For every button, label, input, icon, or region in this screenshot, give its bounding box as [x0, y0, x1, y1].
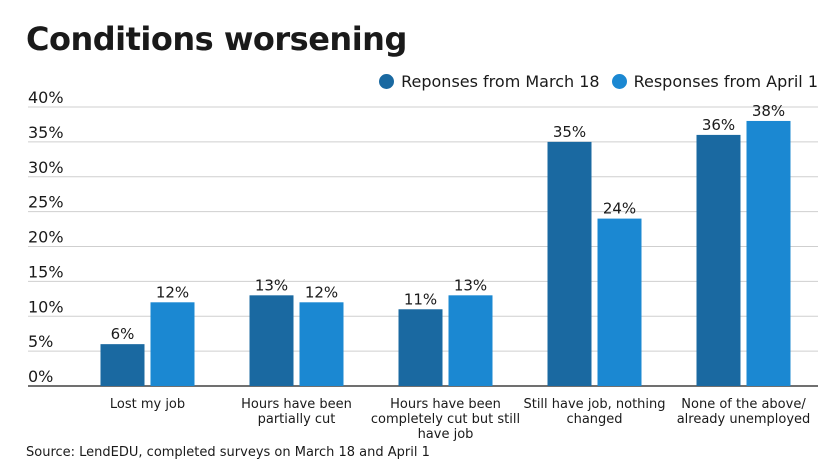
data-label: 38% — [752, 102, 785, 120]
x-tick-label-line: None of the above/ — [681, 397, 806, 412]
x-tick-label: None of the above/already unemployed — [677, 397, 811, 427]
x-tick-label: Lost my job — [110, 397, 185, 412]
data-label: 24% — [603, 200, 636, 218]
x-tick-label: Hours have been partially cut — [241, 397, 352, 427]
data-label: 12% — [305, 283, 338, 301]
bar — [249, 295, 294, 386]
y-tick-label: 15% — [28, 262, 64, 281]
y-tick-label: 20% — [28, 228, 64, 247]
legend-item-april-1: Responses from April 1 — [611, 72, 818, 91]
y-tick-label: 0% — [28, 367, 53, 386]
data-label: 13% — [255, 276, 288, 294]
data-label: 35% — [553, 123, 586, 141]
bar — [150, 302, 195, 386]
y-tick-label: 5% — [28, 332, 53, 351]
legend-swatch-april-1 — [611, 74, 627, 89]
x-tick-label-line: Hours have been — [241, 397, 352, 412]
data-label: 11% — [404, 290, 437, 308]
y-tick-label: 10% — [28, 297, 64, 316]
data-label: 36% — [702, 116, 735, 134]
bar — [100, 344, 145, 386]
x-tick-label-line: Hours have been — [390, 397, 501, 412]
y-tick-label: 35% — [28, 123, 64, 142]
bar — [746, 120, 791, 386]
x-tick-label-line: completely cut but still — [371, 412, 520, 427]
x-tick-label-line: already unemployed — [677, 412, 811, 427]
x-tick-label-line: Still have job, nothing — [523, 397, 665, 412]
data-label: 13% — [454, 276, 487, 294]
legend-label-april-1: Responses from April 1 — [633, 72, 818, 91]
x-tick-label-line: have job — [418, 427, 474, 442]
x-tick-label-line: changed — [566, 412, 622, 427]
x-tick-label-line: partially cut — [258, 412, 336, 427]
legend-label-march-18: Reponses from March 18 — [401, 72, 600, 91]
legend-item-march-18: Reponses from March 18 — [379, 72, 600, 91]
x-tick-label: Hours have been completely cut but still h… — [371, 397, 520, 442]
chart-title: Conditions worsening — [26, 20, 407, 58]
y-tick-label: 40% — [28, 88, 64, 107]
y-tick-label: 25% — [28, 193, 64, 212]
legend: Reponses from March 18 Responses from Ap… — [379, 72, 818, 91]
data-label: 12% — [156, 283, 189, 301]
bar — [398, 309, 443, 386]
bar — [696, 134, 741, 386]
bar — [547, 141, 592, 386]
y-tick-label: 30% — [28, 158, 64, 177]
bar — [597, 218, 642, 386]
legend-swatch-march-18 — [379, 74, 395, 89]
data-label: 6% — [111, 325, 135, 343]
x-tick-label-line: Lost my job — [110, 397, 185, 412]
x-tick-label: Still have job, nothing changed — [523, 397, 665, 427]
bar — [448, 295, 493, 386]
bar — [299, 302, 344, 386]
source-note: Source: LendEDU, completed surveys on Ma… — [26, 445, 430, 460]
